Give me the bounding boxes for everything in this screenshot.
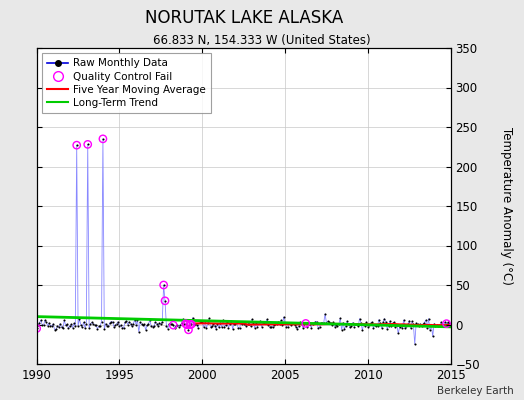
Point: [187, 321, 195, 328]
Point: [185, 321, 194, 328]
Title: NORUTAK LAKE ALASKA: NORUTAK LAKE ALASKA: [145, 9, 343, 27]
Text: 66.833 N, 154.333 W (United States): 66.833 N, 154.333 W (United States): [153, 34, 371, 47]
Legend: Raw Monthly Data, Quality Control Fail, Five Year Moving Average, Long-Term Tren: Raw Monthly Data, Quality Control Fail, …: [42, 53, 211, 113]
Point: [83, 141, 92, 148]
Point: [302, 320, 310, 327]
Point: [99, 136, 107, 142]
Point: [159, 282, 168, 288]
Point: [442, 320, 451, 327]
Point: [169, 322, 178, 328]
Point: [72, 142, 81, 148]
Point: [32, 325, 41, 332]
Point: [183, 322, 191, 328]
Y-axis label: Temperature Anomaly (°C): Temperature Anomaly (°C): [499, 127, 512, 285]
Point: [161, 298, 169, 304]
Text: Berkeley Earth: Berkeley Earth: [437, 386, 514, 396]
Point: [184, 327, 193, 333]
Point: [181, 320, 190, 327]
